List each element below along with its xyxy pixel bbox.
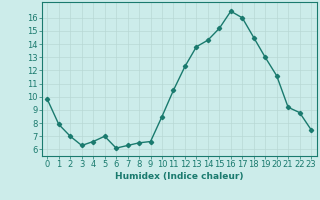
X-axis label: Humidex (Indice chaleur): Humidex (Indice chaleur) xyxy=(115,172,244,181)
